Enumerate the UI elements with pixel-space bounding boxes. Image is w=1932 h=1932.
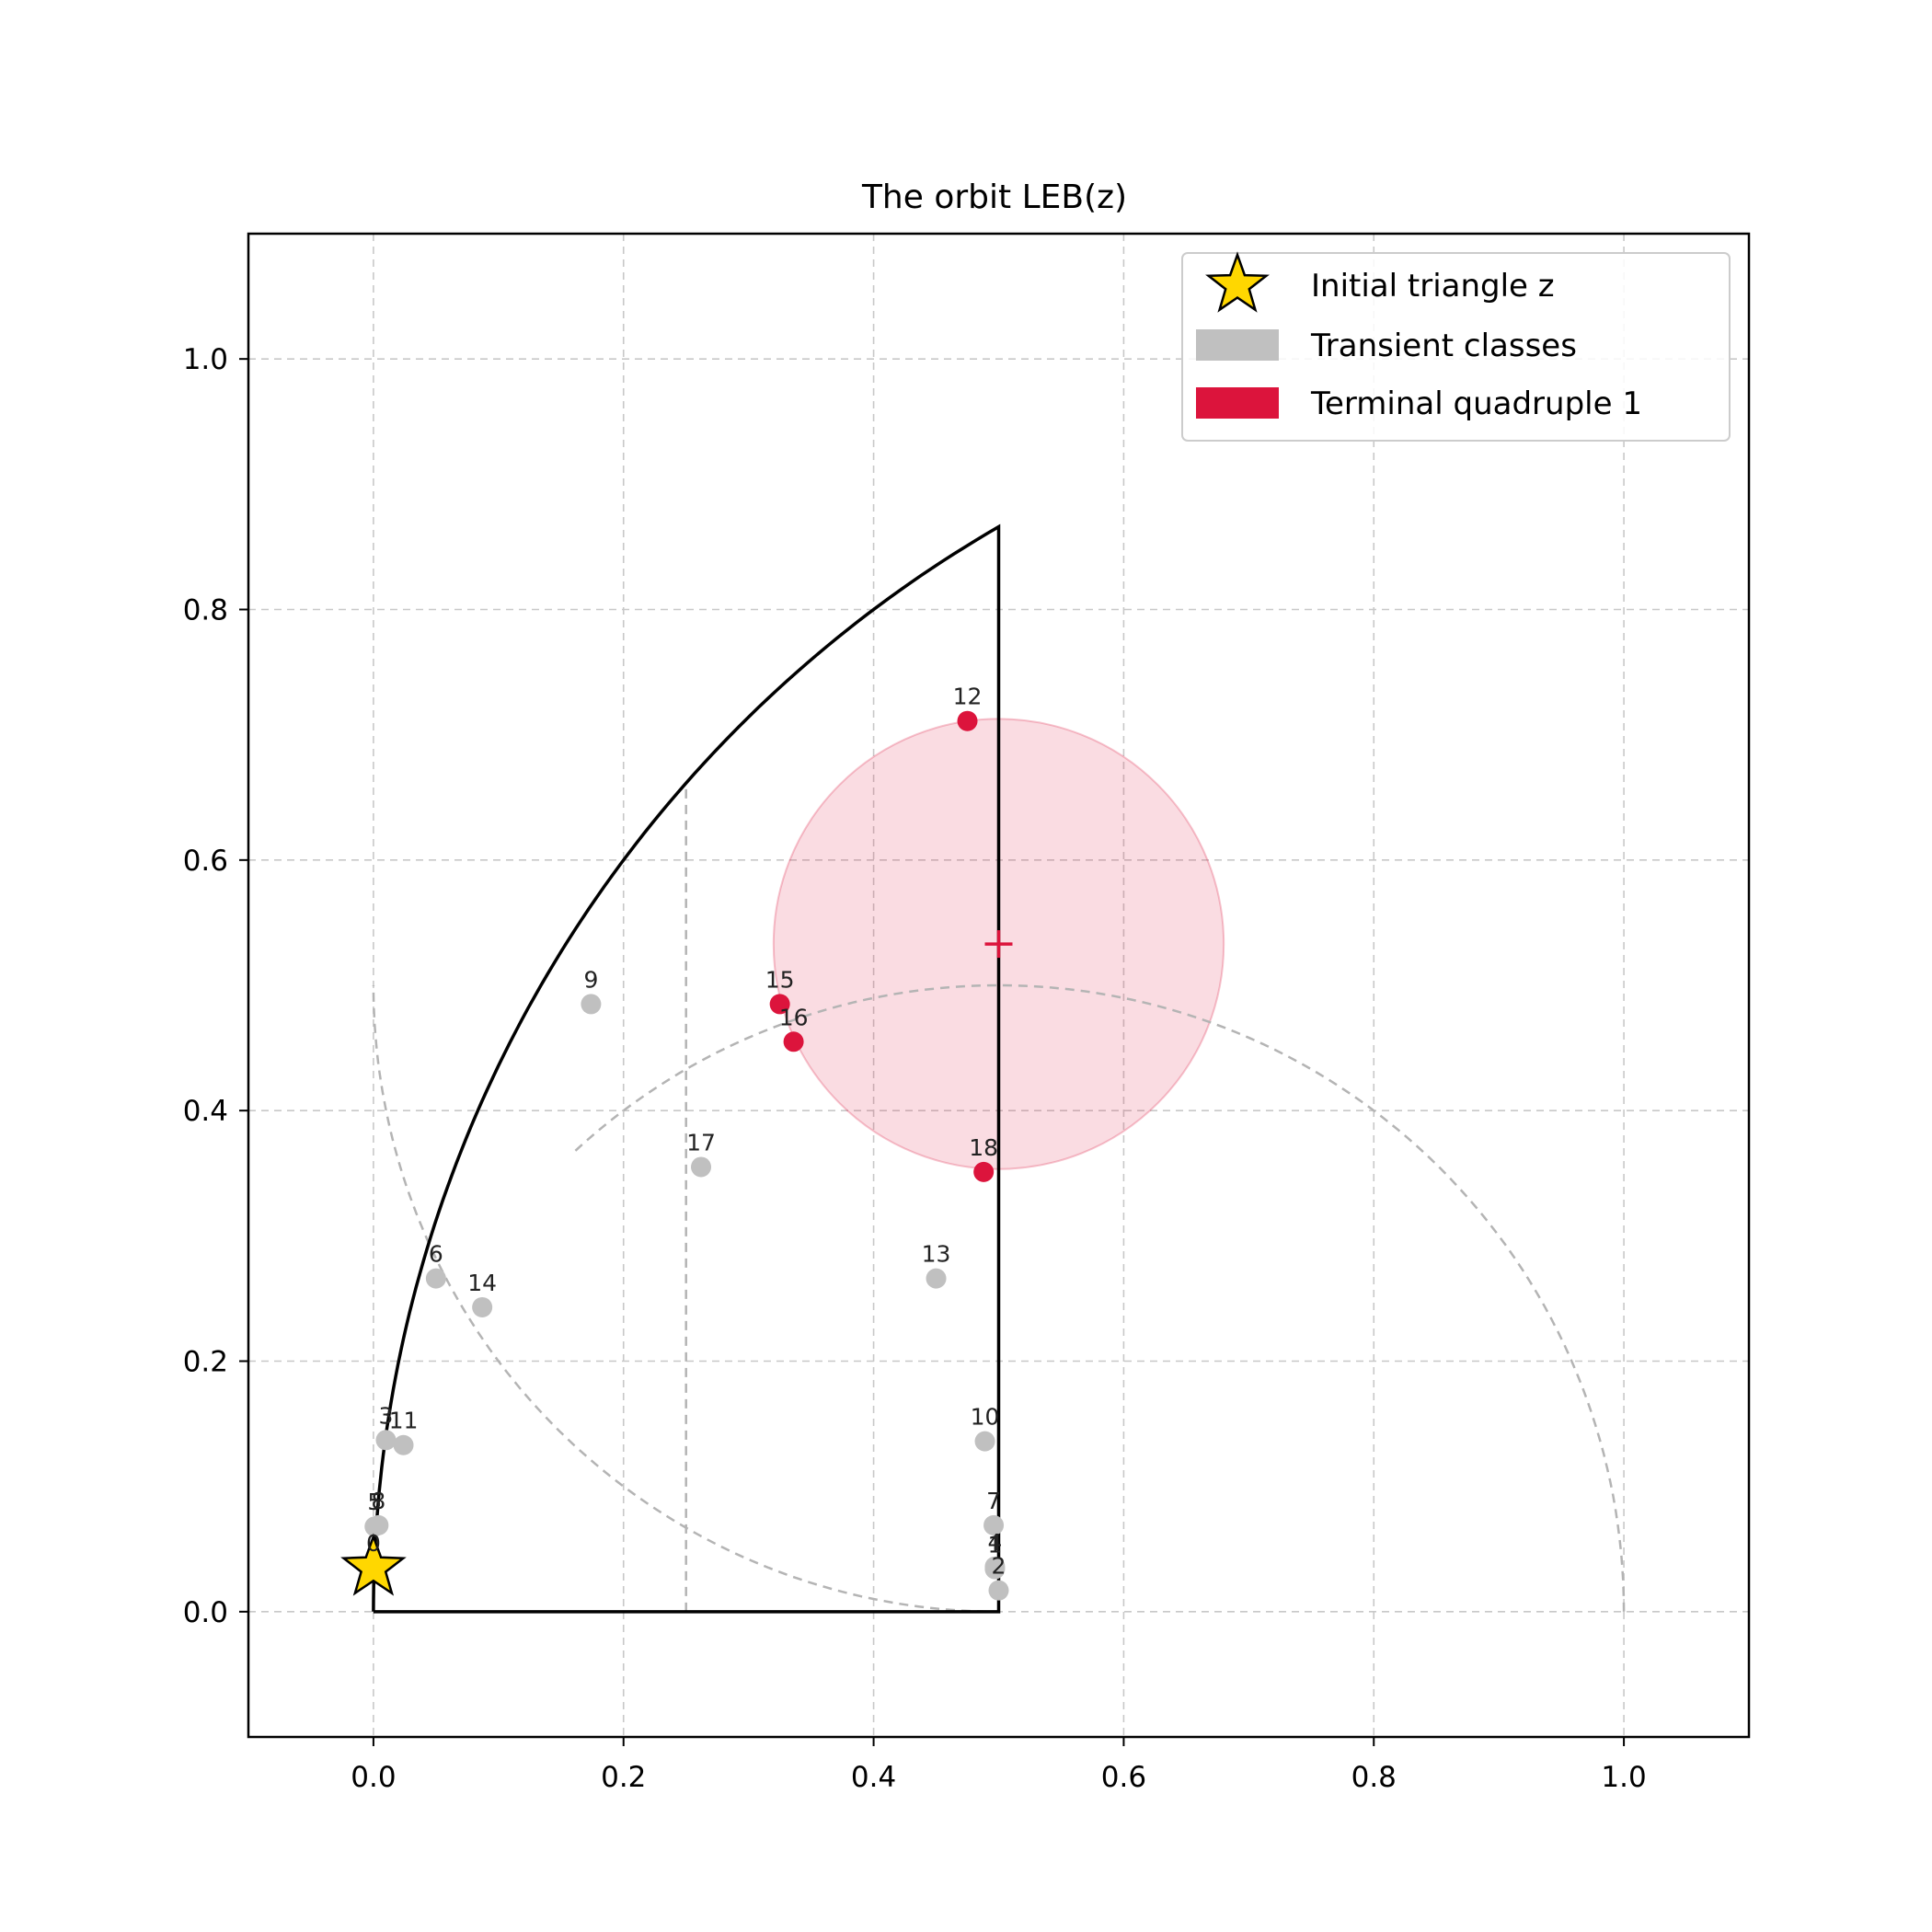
x-axis-ticks: 0.0 0.2 0.4 0.6 0.8 1.0 — [351, 1737, 1647, 1794]
point-label-18: 18 — [969, 1134, 998, 1161]
transient-point-3 — [375, 1430, 397, 1451]
transient-point-4 — [984, 1556, 1006, 1577]
initial-triangle-label: 0 — [366, 1530, 381, 1557]
y-tick-label: 0.2 — [183, 1346, 228, 1379]
point-label-8: 8 — [371, 1488, 385, 1514]
x-tick-label: 0.8 — [1351, 1761, 1397, 1794]
legend-patch-1 — [1196, 329, 1279, 361]
legend-label-1: Transient classes — [1310, 328, 1577, 364]
chart-title: The orbit LEB(z) — [861, 178, 1127, 216]
x-tick-label: 0.6 — [1101, 1761, 1146, 1794]
transient-point-8 — [368, 1514, 389, 1535]
point-label-2: 2 — [992, 1553, 1006, 1580]
point-label-17: 17 — [686, 1129, 716, 1156]
terminal-point-15 — [769, 994, 790, 1015]
point-label-6: 6 — [429, 1241, 443, 1268]
guide-arc-right-centered — [574, 983, 1626, 1612]
terminal-point-18 — [973, 1161, 995, 1182]
transient-point-10 — [974, 1431, 995, 1452]
point-label-3: 3 — [379, 1402, 394, 1429]
plot-area: 12 3 4 5 6 7 8 9 10 11 13 14 17 12 15 16 18 0 — [340, 523, 1626, 1614]
point-label-12: 12 — [953, 684, 983, 710]
y-tick-label: 0.0 — [183, 1596, 228, 1629]
transient-point-14 — [472, 1296, 493, 1317]
y-axis-ticks: 0.0 0.2 0.4 0.6 0.8 1.0 — [183, 343, 248, 1629]
point-label-13: 13 — [922, 1241, 951, 1268]
transient-point-9 — [581, 994, 602, 1015]
point-label-1: 1 — [987, 1532, 1002, 1558]
legend-box — [1181, 252, 1731, 442]
y-tick-label: 0.6 — [183, 845, 228, 878]
fundamental-region-boundary — [372, 523, 1001, 1614]
terminal-point-16 — [783, 1031, 804, 1052]
legend-label-0: Initial triangle z — [1311, 268, 1555, 305]
transient-point-2 — [988, 1580, 1009, 1601]
point-label-4: 4 — [987, 1529, 1002, 1556]
point-label-15: 15 — [765, 966, 795, 993]
transient-point-6 — [425, 1268, 446, 1289]
point-label-9: 9 — [583, 966, 598, 993]
initial-triangle-star — [340, 1533, 407, 1596]
transient-point-13 — [926, 1268, 947, 1289]
x-tick-label: 1.0 — [1601, 1761, 1646, 1794]
point-label-16: 16 — [779, 1004, 809, 1030]
terminal-point-12 — [957, 710, 978, 731]
x-tick-label: 0.2 — [601, 1761, 646, 1794]
y-tick-label: 1.0 — [183, 343, 228, 376]
point-label-7: 7 — [986, 1488, 1001, 1514]
transient-point-7 — [983, 1514, 1005, 1535]
point-label-14: 14 — [467, 1270, 497, 1296]
point-label-10: 10 — [971, 1404, 1000, 1431]
transient-point-11 — [393, 1434, 414, 1455]
point-label-11: 11 — [389, 1408, 419, 1434]
axes-frame — [247, 232, 1751, 1739]
y-tick-label: 0.4 — [183, 1095, 228, 1128]
legend-star-icon — [1205, 251, 1270, 313]
legend: Initial triangle z Transient classes Termi… — [1181, 251, 1731, 442]
point-label-5: 5 — [367, 1489, 382, 1515]
x-tick-label: 0.4 — [851, 1761, 896, 1794]
y-tick-label: 0.8 — [183, 594, 228, 627]
x-tick-label: 0.0 — [351, 1761, 396, 1794]
guide-arc-left-centered — [372, 984, 986, 1613]
legend-patch-2 — [1196, 387, 1279, 419]
legend-label-2: Terminal quadruple 1 — [1310, 385, 1642, 422]
transient-point-17 — [691, 1156, 712, 1178]
